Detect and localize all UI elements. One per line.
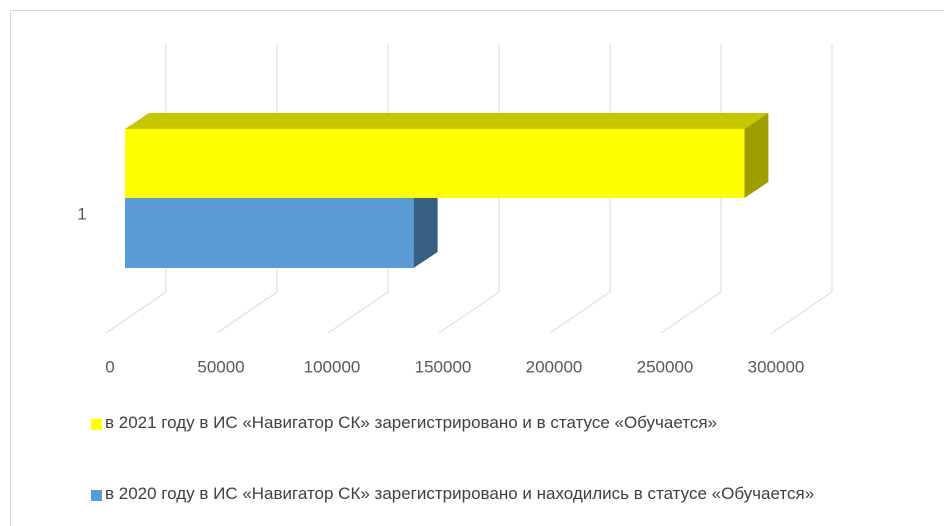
floor-line	[549, 291, 611, 334]
floor-line	[438, 291, 500, 334]
bar	[125, 198, 414, 268]
bar	[125, 129, 745, 198]
floor-line	[327, 291, 389, 334]
x-tick-label: 150000	[415, 357, 472, 376]
bar-side	[413, 182, 438, 268]
x-tick-label: 100000	[304, 357, 361, 376]
floor-line	[216, 291, 278, 334]
bar-side	[744, 113, 769, 198]
x-tick-label: 200000	[526, 357, 583, 376]
floor-line	[660, 291, 722, 334]
bar-top	[125, 113, 769, 129]
legend-label: в 2020 году в ИС «Навигатор СК» зарегист…	[105, 484, 815, 503]
legend-label: в 2021 году в ИС «Навигатор СК» зарегист…	[105, 413, 717, 432]
legend-entry: в 2020 году в ИС «Навигатор СК» зарегист…	[105, 484, 815, 503]
legend-entry: в 2021 году в ИС «Навигатор СК» зарегист…	[105, 413, 717, 432]
floor-line	[105, 291, 167, 334]
x-tick-label: 300000	[748, 357, 805, 376]
floor-line	[771, 291, 833, 334]
x-tick-label: 0	[105, 357, 114, 376]
legend-swatch	[91, 419, 102, 430]
legend-swatch	[91, 490, 102, 501]
x-tick-label: 50000	[197, 357, 244, 376]
x-tick-label: 250000	[637, 357, 694, 376]
y-tick-label: 1	[77, 204, 86, 223]
